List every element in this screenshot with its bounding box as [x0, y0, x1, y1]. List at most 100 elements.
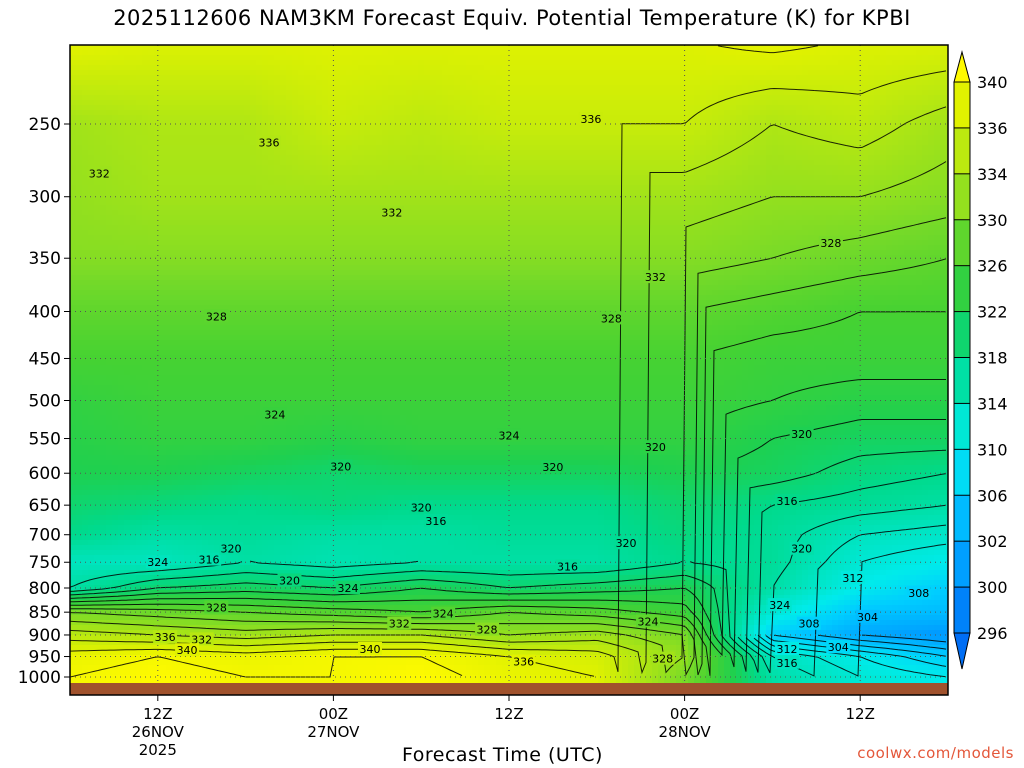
- colorbar-band: [954, 311, 970, 358]
- colorbar-band: [954, 357, 970, 404]
- contour-label-bg: [153, 630, 178, 644]
- contour-label-bg: [643, 270, 668, 284]
- contour-label-bg: [204, 309, 229, 323]
- colorbar-label: 300: [977, 578, 1008, 597]
- y-tick-label: 500: [29, 392, 61, 412]
- colorbar-band: [954, 219, 970, 267]
- gridlines: [70, 45, 948, 695]
- contour-label-bg: [650, 651, 675, 665]
- contour-324: [70, 379, 946, 657]
- contour-label-bg: [218, 541, 243, 555]
- y-axis: 250 300 350 400 450 500 550 600 650 700 750 800 850 9…: [18, 115, 70, 688]
- colorbar-band: [954, 449, 970, 496]
- x-tick-label: 12Z: [143, 705, 172, 723]
- colorbar-band: [954, 541, 970, 588]
- contour-label: 324: [433, 608, 454, 621]
- contour-label: 324: [638, 615, 659, 628]
- y-tick-label: 550: [29, 430, 61, 450]
- contour-label: 336: [259, 137, 280, 150]
- colorbar-label: 296: [977, 624, 1008, 643]
- contour-label-bg: [767, 598, 792, 612]
- contour-label-bg: [336, 580, 361, 594]
- contour-label: 312: [777, 643, 798, 656]
- colorbar-band: [954, 173, 970, 221]
- y-tick-label: 400: [29, 302, 61, 322]
- colorbar-label: 318: [977, 349, 1008, 368]
- contour-label-bg: [189, 632, 214, 646]
- contour-label-bg: [789, 427, 814, 441]
- contour-label-bg: [277, 573, 302, 587]
- contour-label: 316: [557, 560, 578, 573]
- contour-label-bg: [789, 541, 814, 555]
- contour-318: [70, 473, 947, 673]
- ground-surface: [70, 683, 948, 695]
- contour-label: 332: [191, 633, 212, 646]
- contour-label-bg: [855, 609, 880, 623]
- contour-label-bg: [357, 641, 382, 655]
- y-tick-label: 250: [29, 115, 61, 135]
- colorbar-label: 340: [977, 73, 1008, 92]
- contour-label: 332: [389, 618, 410, 631]
- heatmap-cells: [70, 45, 948, 695]
- y-tick-label: 700: [29, 526, 61, 546]
- contour-label-bg: [145, 555, 170, 569]
- contour-label: 320: [645, 441, 666, 454]
- y-tick-label: 850: [29, 603, 61, 623]
- x-tick-label: 00Z: [319, 705, 348, 723]
- contour-label: 320: [791, 428, 812, 441]
- y-tick-label: 600: [29, 464, 61, 484]
- contour-338: [70, 45, 819, 677]
- contour-label: 320: [791, 543, 812, 556]
- x-tick-label: 26NOV: [132, 723, 185, 741]
- y-tick-label: 300: [29, 188, 61, 208]
- contour-label-bg: [204, 600, 229, 614]
- contour-320: [70, 449, 947, 672]
- contour-label-bg: [643, 440, 668, 454]
- colorbar-band: [954, 82, 970, 129]
- contour-label: 308: [908, 587, 929, 600]
- contour-label: 316: [777, 657, 798, 670]
- colorbar-label: 334: [977, 165, 1008, 184]
- contour-label-bg: [409, 500, 434, 514]
- contour-label-bg: [175, 643, 200, 657]
- contour-label: 332: [381, 206, 402, 219]
- contour-label-bg: [775, 655, 800, 669]
- colorbar-band: [954, 403, 970, 450]
- x-tick-label: 12Z: [494, 705, 523, 723]
- contour-label-bg: [431, 606, 456, 620]
- contour-label: 336: [155, 631, 176, 644]
- contour-label-bg: [614, 536, 639, 550]
- y-tick-label: 750: [29, 553, 61, 573]
- contour-label: 328: [601, 312, 622, 325]
- contour-label: 304: [828, 641, 849, 654]
- watermark: coolwx.com/models: [857, 744, 1014, 762]
- colorbar-band: [954, 587, 970, 634]
- y-tick-label: 350: [29, 249, 61, 269]
- contour-302: [861, 634, 947, 643]
- contour-label-bg: [775, 641, 800, 655]
- contour-label-bg: [197, 552, 222, 566]
- contour-label-bg: [840, 570, 865, 584]
- y-tick-label: 650: [29, 496, 61, 516]
- contour-label: 328: [820, 237, 841, 250]
- contour-334: [70, 106, 947, 675]
- contour-labels: 336 336 332 332 332 328 328 328 324 324 320 320 320 3…: [87, 112, 931, 670]
- contour-label-bg: [636, 614, 661, 628]
- contour-label: 328: [206, 310, 227, 323]
- contour-label: 316: [199, 554, 220, 567]
- contour-label: 308: [798, 618, 819, 631]
- contour-label: 328: [652, 653, 673, 666]
- x-tick-label: 12Z: [846, 705, 875, 723]
- colorbar: 340 336 334 330 326 322 318 314 310 306 302 300 296: [953, 50, 1008, 670]
- colorbar-band: [954, 495, 970, 542]
- contour-label: 320: [279, 574, 300, 587]
- contour-label-bg: [555, 559, 580, 573]
- chart-title: 2025112606 NAM3KM Forecast Equiv. Potent…: [113, 6, 911, 30]
- y-tick-label: 950: [29, 648, 61, 668]
- contour-336: [70, 70, 947, 673]
- contour-label-bg: [818, 236, 843, 250]
- x-tick-label: 00Z: [670, 705, 699, 723]
- contour-label-bg: [423, 513, 448, 527]
- colorbar-label: 330: [977, 211, 1008, 230]
